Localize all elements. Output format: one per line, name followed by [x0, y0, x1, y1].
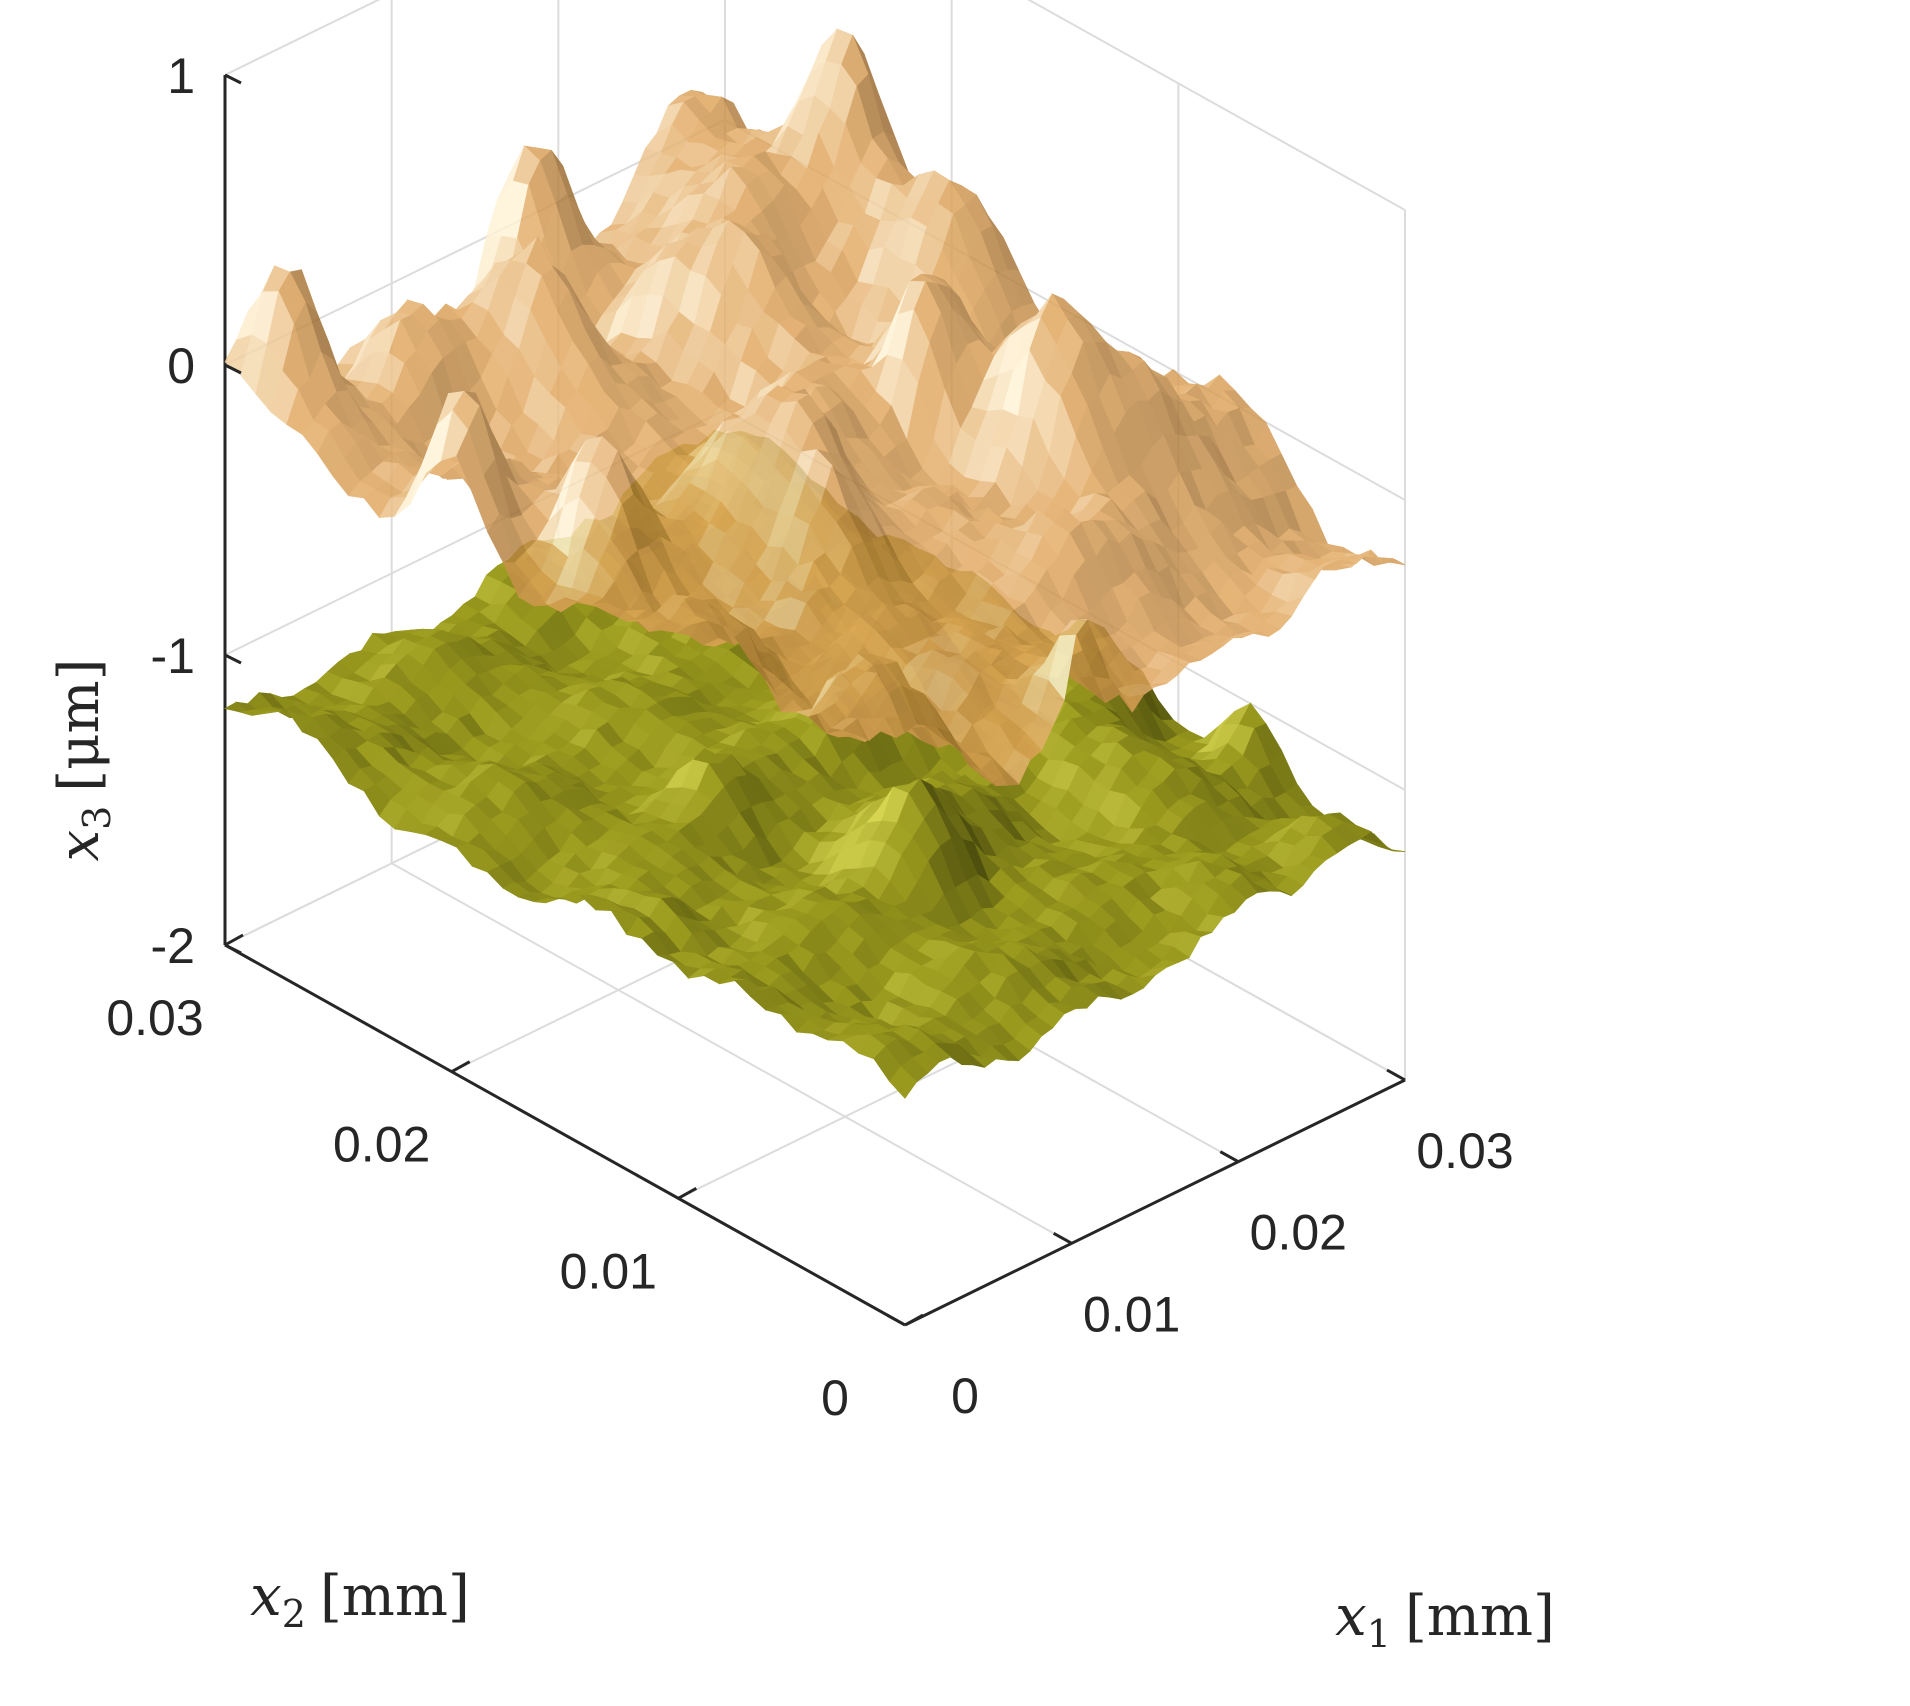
x1-axis-label: x1 [mm]: [1335, 1584, 1555, 1656]
x3-tick-label: -2: [151, 918, 195, 974]
x1-tick: [1052, 1232, 1073, 1245]
upper-surface: [224, 28, 1406, 787]
x2-tick: [677, 1187, 698, 1200]
x2-tick-label: 0.03: [106, 990, 203, 1046]
x2-axis-label: x2 [mm]: [250, 1564, 470, 1636]
x3-tick: [224, 363, 242, 375]
x2-axis-line: [224, 943, 906, 1327]
x3-tick-label: 1: [167, 48, 195, 104]
labels-layer: x3[μm] x1 [mm] x2 [mm]: [47, 659, 1555, 1656]
x3-tick: [224, 73, 242, 85]
x2-tick-label: 0.02: [333, 1117, 430, 1173]
x1-tick-label: 0.01: [1083, 1286, 1180, 1342]
x2-tick: [224, 933, 244, 947]
x3-tick-label: -1: [151, 628, 195, 684]
x2-tick-label: 0: [821, 1370, 849, 1426]
x2-tick: [904, 1313, 924, 1327]
x1-tick-label: 0.02: [1250, 1205, 1347, 1261]
x1-tick: [1386, 1068, 1406, 1082]
x1-tick: [886, 1313, 906, 1327]
x3-tick: [224, 653, 242, 665]
x1-axis-line: [904, 1078, 1406, 1327]
x3-axis-label: x3[μm]: [47, 659, 119, 862]
surface-facet: [888, 1066, 917, 1099]
x2-tick-label: 0.01: [560, 1243, 657, 1299]
x3-tick: [224, 943, 242, 955]
axes-layer: [223, 75, 1406, 1327]
x2-tick: [450, 1060, 471, 1073]
x3-tick-label: 0: [167, 338, 195, 394]
surface-facet: [889, 685, 917, 734]
x1-tick: [1219, 1150, 1240, 1163]
x1-tick-label: 0: [951, 1368, 979, 1424]
ticks-layer: -2 -1 0 1 0 0.01 0.02 0.03 0 0.01 0.02 0.03: [106, 48, 1513, 1426]
x1-tick-label: 0.03: [1416, 1123, 1513, 1179]
